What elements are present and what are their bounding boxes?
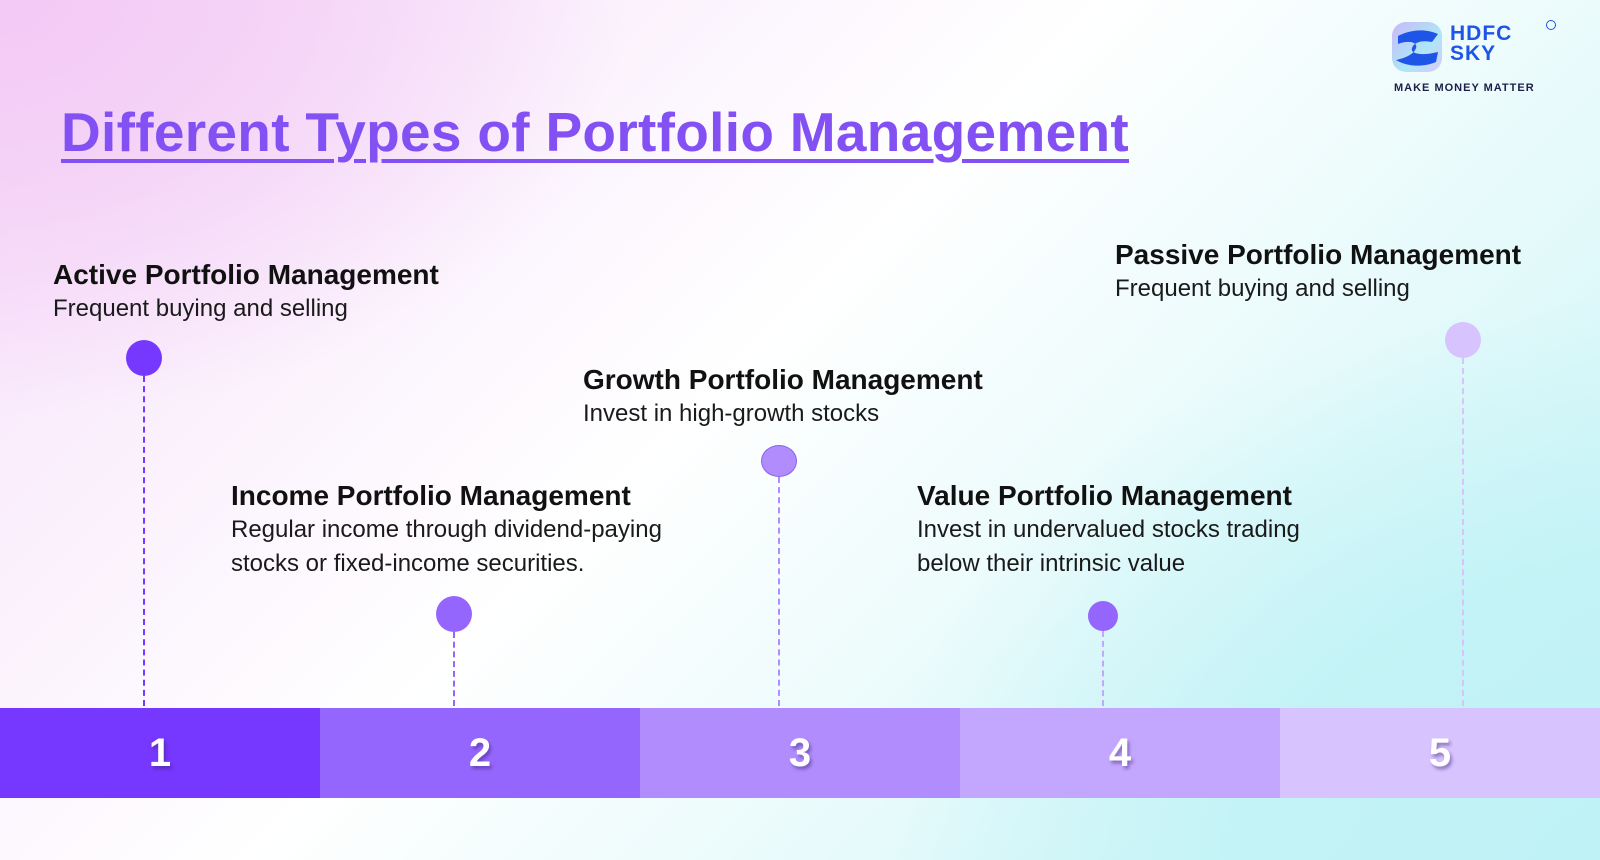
timeline-connector-3 [778,477,780,706]
timeline-connector-2 [453,632,455,706]
timeline-connector-5 [1462,358,1464,706]
item-description-line1: Regular income through dividend-paying [231,516,662,543]
logo-mark-icon [1392,22,1442,72]
step-number: 1 [148,730,172,775]
timeline-connector-4 [1102,631,1104,706]
page-title: Different Types of Portfolio Management [61,101,1129,163]
item-active: Active Portfolio Management Frequent buy… [53,258,439,326]
timeline-marker-2 [436,596,472,632]
item-description-line2: stocks or fixed-income securities. [231,550,585,577]
step-number: 5 [1428,730,1452,775]
item-heading: Passive Portfolio Management [1115,239,1522,270]
item-description: Invest in high-growth stocks [583,400,880,427]
item-heading: Value Portfolio Management [917,480,1292,511]
step-number: 2 [468,730,492,775]
timeline-step-5: 5 [1280,708,1600,798]
logo-tagline: MAKE MONEY MATTER [1394,82,1535,94]
timeline-bar: 1 2 3 4 5 [0,708,1600,798]
timeline-step-3: 3 [640,708,960,798]
item-passive: Passive Portfolio Management Frequent bu… [1115,238,1521,306]
hdfc-sky-logo: HDFC SKY MAKE MONEY MATTER [1392,20,1556,96]
logo-text: HDFC SKY [1450,22,1513,65]
timeline-step-1: 1 [0,708,320,798]
step-number: 3 [788,730,812,775]
item-description-line2: below their intrinsic value [917,550,1186,577]
step-number: 4 [1108,730,1132,775]
trademark-icon [1546,20,1556,30]
item-income: Income Portfolio Management Regular inco… [231,479,662,581]
item-heading: Income Portfolio Management [231,480,631,511]
timeline-step-4: 4 [960,708,1280,798]
logo-name-line2: SKY [1450,42,1497,65]
item-heading: Active Portfolio Management [53,259,439,290]
timeline-marker-1 [126,340,162,376]
timeline-connector-1 [143,376,145,706]
item-value: Value Portfolio Management Invest in und… [917,479,1300,581]
logo-name-line1: HDFC [1450,22,1513,45]
item-description: Frequent buying and selling [1115,275,1410,302]
item-description-line1: Invest in undervalued stocks trading [917,516,1300,543]
timeline-step-2: 2 [320,708,640,798]
item-description: Frequent buying and selling [53,295,348,322]
timeline-marker-5 [1445,322,1481,358]
item-heading: Growth Portfolio Management [583,364,983,395]
timeline-marker-4 [1088,601,1118,631]
item-growth: Growth Portfolio Management Invest in hi… [583,363,983,431]
timeline-marker-3 [761,445,797,477]
